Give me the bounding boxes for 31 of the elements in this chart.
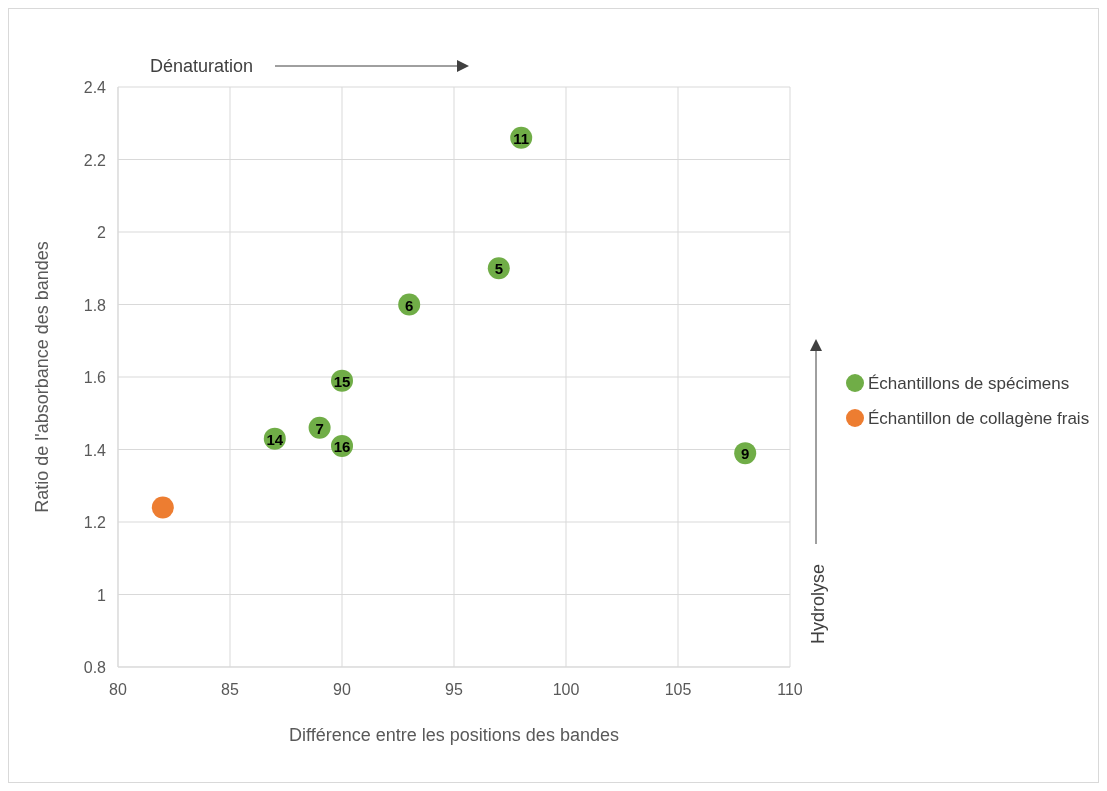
annotation: 5	[494, 260, 503, 278]
annotation: 6	[405, 296, 414, 314]
y-tick-label: 1.8	[83, 296, 107, 314]
x-tick-label: 80	[109, 681, 127, 698]
point	[151, 496, 174, 519]
y-tick-label: 1.6	[83, 369, 107, 386]
legend-label: Échantillons de spécimens	[868, 374, 1070, 393]
y-tick-label: 1.2	[83, 514, 107, 531]
y-tick-label: 2	[97, 224, 107, 241]
x-axis-title: Différence entre les positions des bandes	[289, 725, 619, 745]
x-tick-label: 90	[333, 681, 351, 698]
y-tick-label: 2.2	[83, 151, 107, 169]
y-tick-label: 1	[97, 586, 107, 604]
y-tick-label: 2.4	[83, 79, 107, 96]
x-tick-label: 95	[445, 681, 463, 698]
y-tick-label: 0.8	[83, 659, 107, 676]
annotation: 16	[333, 437, 351, 455]
annotation: 14	[266, 430, 284, 448]
annotation: 11	[513, 129, 530, 147]
annotation: 9	[741, 445, 750, 463]
x-tick-label: 85	[221, 681, 239, 698]
text: Dénaturation	[150, 56, 254, 76]
text: Hydrolyse	[808, 563, 828, 644]
x-tick-label: 105	[664, 681, 692, 698]
annotation: 15	[333, 372, 351, 390]
x-tick-label: 110	[777, 681, 803, 698]
annotation: 7	[315, 419, 324, 437]
legend-label: Échantillon de collagène frais	[868, 409, 1090, 428]
x-tick-label: 100	[552, 681, 580, 698]
y-tick-label: 1.4	[83, 441, 107, 459]
y-axis-title: Ratio de l'absorbance des bandes	[32, 241, 52, 513]
